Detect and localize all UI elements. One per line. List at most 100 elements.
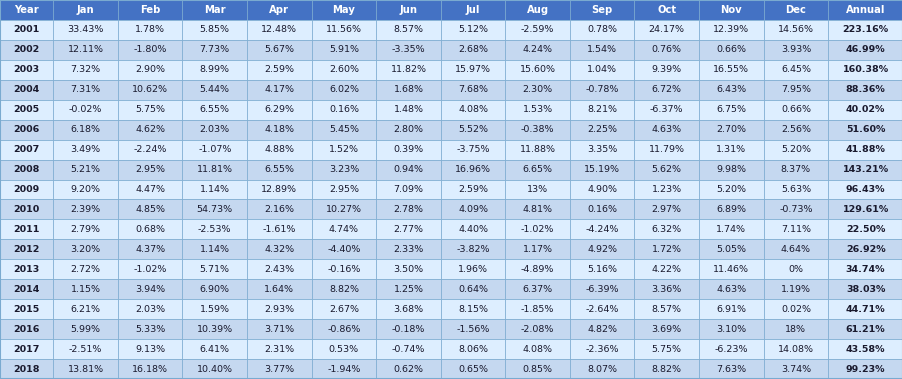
- Text: 8.21%: 8.21%: [586, 105, 616, 114]
- Text: 5.20%: 5.20%: [715, 185, 745, 194]
- Text: Sep: Sep: [591, 5, 612, 15]
- Bar: [634, 199, 698, 219]
- Bar: [698, 160, 763, 180]
- Text: 1.96%: 1.96%: [457, 265, 487, 274]
- Text: 3.20%: 3.20%: [70, 245, 100, 254]
- Text: 1.74%: 1.74%: [715, 225, 745, 234]
- Bar: [53, 219, 118, 240]
- Text: -6.39%: -6.39%: [584, 285, 618, 294]
- Bar: [118, 20, 182, 40]
- Bar: [0, 180, 53, 199]
- Text: -1.56%: -1.56%: [456, 325, 489, 334]
- Bar: [505, 100, 569, 120]
- Text: 4.63%: 4.63%: [651, 125, 681, 134]
- Bar: [827, 259, 902, 279]
- Text: 0.94%: 0.94%: [393, 165, 423, 174]
- Text: -1.94%: -1.94%: [327, 365, 360, 374]
- Bar: [311, 0, 376, 20]
- Bar: [569, 199, 634, 219]
- Text: 61.21%: 61.21%: [845, 325, 885, 334]
- Bar: [698, 180, 763, 199]
- Text: 4.63%: 4.63%: [715, 285, 746, 294]
- Text: 43.58%: 43.58%: [845, 345, 884, 354]
- Text: 15.60%: 15.60%: [519, 65, 555, 74]
- Text: 2010: 2010: [14, 205, 40, 214]
- Text: 6.29%: 6.29%: [264, 105, 294, 114]
- Bar: [182, 279, 247, 299]
- Text: 16.96%: 16.96%: [455, 165, 491, 174]
- Bar: [0, 60, 53, 80]
- Bar: [698, 0, 763, 20]
- Text: 1.53%: 1.53%: [522, 105, 552, 114]
- Bar: [0, 139, 53, 160]
- Text: 3.94%: 3.94%: [135, 285, 165, 294]
- Text: 12.48%: 12.48%: [261, 25, 297, 34]
- Text: 2.95%: 2.95%: [328, 185, 358, 194]
- Text: 12.89%: 12.89%: [261, 185, 297, 194]
- Text: 9.13%: 9.13%: [135, 345, 165, 354]
- Bar: [569, 339, 634, 359]
- Text: 2.25%: 2.25%: [586, 125, 616, 134]
- Text: 0.78%: 0.78%: [586, 25, 616, 34]
- Text: 7.73%: 7.73%: [199, 45, 229, 54]
- Text: 0.16%: 0.16%: [328, 105, 358, 114]
- Text: 5.33%: 5.33%: [135, 325, 165, 334]
- Bar: [505, 279, 569, 299]
- Bar: [569, 219, 634, 240]
- Bar: [247, 160, 311, 180]
- Bar: [569, 80, 634, 100]
- Bar: [182, 0, 247, 20]
- Bar: [440, 60, 505, 80]
- Bar: [311, 120, 376, 139]
- Text: 11.56%: 11.56%: [326, 25, 362, 34]
- Text: -6.23%: -6.23%: [713, 345, 747, 354]
- Bar: [440, 100, 505, 120]
- Text: 9.20%: 9.20%: [70, 185, 100, 194]
- Bar: [569, 139, 634, 160]
- Text: 5.21%: 5.21%: [70, 165, 100, 174]
- Text: 1.14%: 1.14%: [199, 185, 229, 194]
- Bar: [505, 139, 569, 160]
- Text: 2009: 2009: [14, 185, 40, 194]
- Text: Jul: Jul: [465, 5, 480, 15]
- Text: 12.39%: 12.39%: [713, 25, 749, 34]
- Text: 10.27%: 10.27%: [326, 205, 362, 214]
- Text: 6.21%: 6.21%: [70, 305, 100, 314]
- Bar: [182, 199, 247, 219]
- Text: 2006: 2006: [14, 125, 40, 134]
- Bar: [182, 259, 247, 279]
- Bar: [311, 80, 376, 100]
- Bar: [311, 40, 376, 60]
- Text: 7.68%: 7.68%: [457, 85, 487, 94]
- Text: Feb: Feb: [140, 5, 161, 15]
- Bar: [118, 339, 182, 359]
- Bar: [182, 139, 247, 160]
- Text: 3.69%: 3.69%: [651, 325, 681, 334]
- Bar: [827, 299, 902, 319]
- Text: 6.55%: 6.55%: [199, 105, 229, 114]
- Text: 1.25%: 1.25%: [393, 285, 423, 294]
- Bar: [827, 359, 902, 379]
- Text: 0.16%: 0.16%: [586, 205, 616, 214]
- Bar: [763, 120, 827, 139]
- Bar: [376, 359, 440, 379]
- Text: 6.65%: 6.65%: [522, 165, 552, 174]
- Bar: [247, 40, 311, 60]
- Bar: [376, 100, 440, 120]
- Text: 4.17%: 4.17%: [264, 85, 294, 94]
- Bar: [440, 139, 505, 160]
- Bar: [0, 319, 53, 339]
- Bar: [376, 279, 440, 299]
- Text: 0.53%: 0.53%: [328, 345, 358, 354]
- Text: 3.10%: 3.10%: [715, 325, 746, 334]
- Bar: [53, 259, 118, 279]
- Bar: [698, 359, 763, 379]
- Text: -2.24%: -2.24%: [133, 145, 167, 154]
- Bar: [763, 100, 827, 120]
- Bar: [118, 299, 182, 319]
- Bar: [0, 80, 53, 100]
- Bar: [0, 120, 53, 139]
- Bar: [311, 299, 376, 319]
- Bar: [634, 0, 698, 20]
- Text: 7.09%: 7.09%: [393, 185, 423, 194]
